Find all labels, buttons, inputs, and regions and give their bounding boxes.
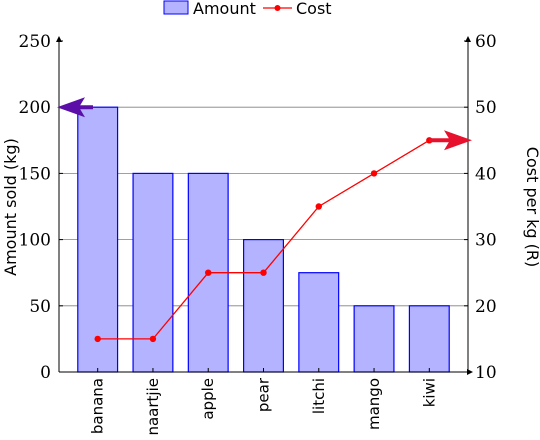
x-tick-label-naartjie: naartjie — [144, 378, 162, 436]
legend-amount-swatch — [163, 0, 189, 15]
x-tick-label-apple: apple — [199, 378, 217, 420]
bar-pear — [243, 239, 284, 373]
y-left-tick-label: 200 — [19, 98, 51, 118]
legend-cost-marker — [274, 5, 281, 11]
x-tick-label-pear: pear — [255, 377, 273, 412]
y-right-tick-label: 50 — [475, 98, 497, 118]
bar-mango — [353, 305, 395, 373]
cost-point-naartjie — [149, 335, 157, 343]
x-tick-label-litchi: litchi — [310, 378, 328, 414]
y-right-tick-label: 10 — [475, 363, 497, 383]
legend-cost-label: Cost — [296, 0, 332, 18]
bar-kiwi — [408, 305, 450, 373]
y-left-tick-label: 150 — [19, 164, 51, 184]
cost-point-pear — [260, 269, 267, 276]
y-right-tick-label: 60 — [475, 32, 497, 52]
right-annotation-arrowhead — [444, 130, 472, 151]
x-axis-arrowhead — [467, 369, 473, 375]
y-right-tick-label: 30 — [475, 231, 497, 251]
left-annotation-arrowhead — [57, 97, 85, 118]
y-right-axis-title: Cost per kg (R) — [523, 147, 540, 267]
x-tick-label-mango: mango — [365, 378, 383, 430]
legend-amount-label: Amount — [193, 0, 256, 18]
y-right-tick-label: 20 — [475, 297, 497, 317]
cost-point-apple — [205, 269, 212, 276]
y-left-tick-label: 100 — [19, 231, 51, 251]
cost-point-mango — [370, 170, 378, 177]
y-right-tick-label: 40 — [475, 164, 497, 184]
y-left-tick-label: 250 — [19, 32, 51, 52]
bar-banana — [77, 106, 119, 373]
bar-naartjie — [132, 172, 174, 373]
cost-point-banana — [94, 335, 101, 343]
y-left-tick-label: 50 — [29, 297, 51, 317]
bar-litchi — [298, 272, 340, 373]
legend: Amount Cost — [163, 0, 332, 18]
x-tick-label-kiwi: kiwi — [420, 378, 438, 407]
y-left-axis-title: Amount sold (kg) — [1, 138, 20, 276]
y-left-tick-label: 0 — [40, 363, 51, 383]
cost-point-litchi — [315, 203, 322, 210]
x-tick-label-banana: banana — [89, 378, 107, 434]
